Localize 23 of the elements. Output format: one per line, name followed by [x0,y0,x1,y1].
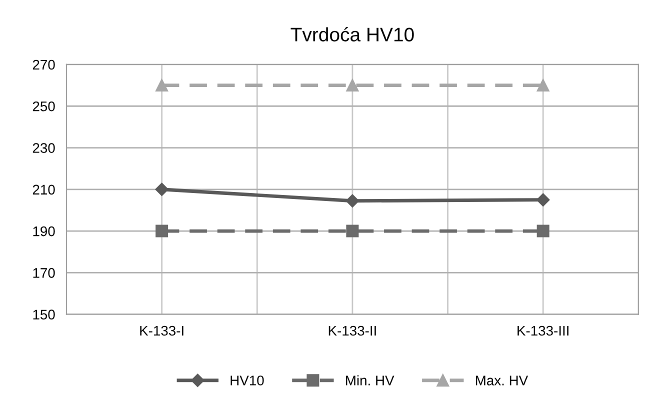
point [155,182,168,196]
y-tick-label: 270 [32,60,55,70]
y-tick-label: 250 [32,101,55,112]
point [346,79,359,92]
x-tick-label: K-133-II [328,326,376,336]
x-tick-label: K-133-I [140,326,184,336]
point [536,224,550,238]
point [536,79,550,92]
y-tick-label: 190 [33,226,55,236]
point [156,79,168,92]
y-tick-label: 230 [32,143,55,153]
y-tick-label: 150 [33,310,55,320]
x-tick-label: K-133-III [518,326,568,336]
point [156,224,168,238]
legend-label: Max. HV [476,376,528,386]
legend-label: HV10 [230,376,264,386]
y-tick-label: 210 [32,184,55,195]
chart-title: Tvrdoća HV10 [290,26,414,42]
legend-label: Min. HV [346,375,394,386]
y-tick-label: 170 [33,268,55,278]
point [346,224,359,238]
point [346,194,360,208]
point [536,193,550,206]
